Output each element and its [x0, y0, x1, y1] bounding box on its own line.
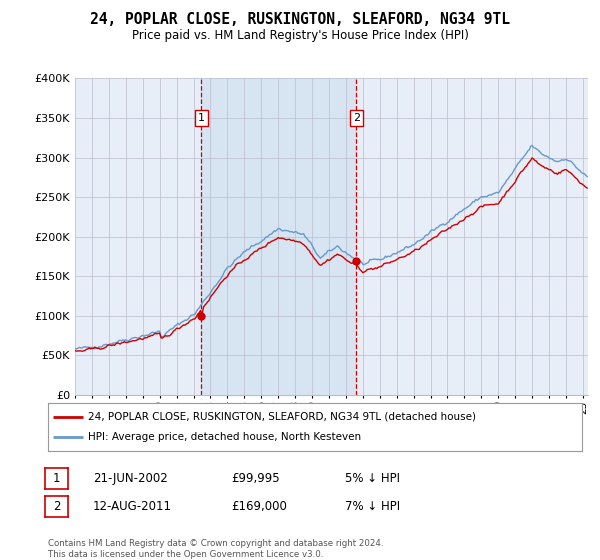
Text: 2: 2: [353, 113, 360, 123]
Text: 1: 1: [198, 113, 205, 123]
Text: HPI: Average price, detached house, North Kesteven: HPI: Average price, detached house, Nort…: [88, 432, 361, 442]
Text: 2: 2: [53, 500, 60, 514]
Text: 1: 1: [53, 472, 60, 486]
Text: 24, POPLAR CLOSE, RUSKINGTON, SLEAFORD, NG34 9TL: 24, POPLAR CLOSE, RUSKINGTON, SLEAFORD, …: [90, 12, 510, 27]
Bar: [202, 78, 356, 395]
Text: 12-AUG-2011: 12-AUG-2011: [93, 500, 172, 514]
Text: 24, POPLAR CLOSE, RUSKINGTON, SLEAFORD, NG34 9TL (detached house): 24, POPLAR CLOSE, RUSKINGTON, SLEAFORD, …: [88, 412, 476, 422]
Text: 7% ↓ HPI: 7% ↓ HPI: [345, 500, 400, 514]
Text: Price paid vs. HM Land Registry's House Price Index (HPI): Price paid vs. HM Land Registry's House …: [131, 29, 469, 42]
Text: £169,000: £169,000: [231, 500, 287, 514]
Text: 5% ↓ HPI: 5% ↓ HPI: [345, 472, 400, 486]
Text: 21-JUN-2002: 21-JUN-2002: [93, 472, 168, 486]
Text: £99,995: £99,995: [231, 472, 280, 486]
Text: Contains HM Land Registry data © Crown copyright and database right 2024.
This d: Contains HM Land Registry data © Crown c…: [48, 539, 383, 559]
